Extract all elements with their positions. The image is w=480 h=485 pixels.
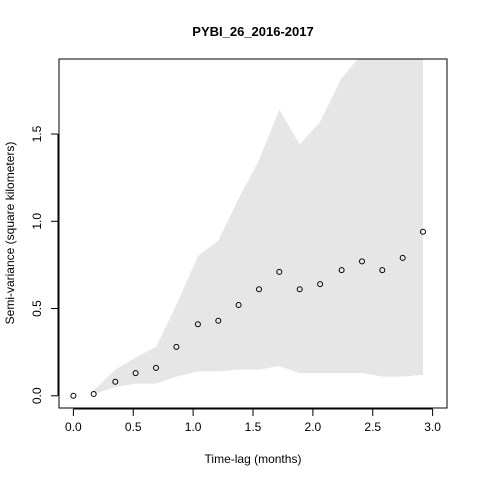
data-point bbox=[338, 267, 345, 274]
data-point bbox=[235, 302, 242, 308]
plot-frame bbox=[58, 58, 448, 409]
x-tick-label: 2.0 bbox=[305, 420, 322, 434]
points-layer bbox=[70, 228, 426, 399]
data-point bbox=[359, 258, 365, 265]
x-tick-label: 0.0 bbox=[65, 420, 82, 434]
data-point bbox=[90, 391, 97, 397]
y-tick-label: 0.0 bbox=[30, 387, 44, 404]
data-point bbox=[215, 317, 222, 324]
x-tick-label: 1.5 bbox=[245, 420, 262, 434]
data-point bbox=[153, 364, 159, 371]
data-point bbox=[132, 370, 139, 377]
x-tick-label: 2.5 bbox=[364, 420, 381, 434]
y-axis-label: Semi-variance (square kilometers) bbox=[3, 142, 17, 325]
x-tick-label: 1.0 bbox=[185, 420, 202, 434]
data-point bbox=[296, 286, 303, 293]
data-point bbox=[379, 267, 386, 274]
data-point bbox=[399, 254, 406, 261]
x-tick-label: 3.0 bbox=[424, 420, 441, 434]
y-tick-label: 1.5 bbox=[30, 125, 44, 142]
data-point bbox=[256, 286, 262, 293]
y-axis: 0.0 0.5 1.0 1.5 bbox=[30, 125, 59, 404]
envelope-layer bbox=[93, 59, 423, 394]
chart-title: PYBI_26_2016-2017 bbox=[192, 24, 313, 39]
envelope-band bbox=[93, 59, 423, 394]
y-tick-label: 1.0 bbox=[30, 213, 44, 230]
data-point bbox=[112, 378, 119, 385]
x-axis: 0.0 0.5 1.0 1.5 2.0 2.5 3.0 bbox=[65, 408, 441, 434]
data-point bbox=[70, 392, 77, 399]
data-point bbox=[420, 228, 426, 235]
data-point bbox=[317, 281, 324, 288]
data-point bbox=[276, 268, 283, 275]
data-point bbox=[173, 343, 180, 350]
data-point bbox=[194, 321, 201, 328]
x-tick-label: 0.5 bbox=[125, 420, 142, 434]
x-axis-label: Time-lag (months) bbox=[205, 452, 302, 466]
y-tick-label: 0.5 bbox=[30, 300, 44, 317]
